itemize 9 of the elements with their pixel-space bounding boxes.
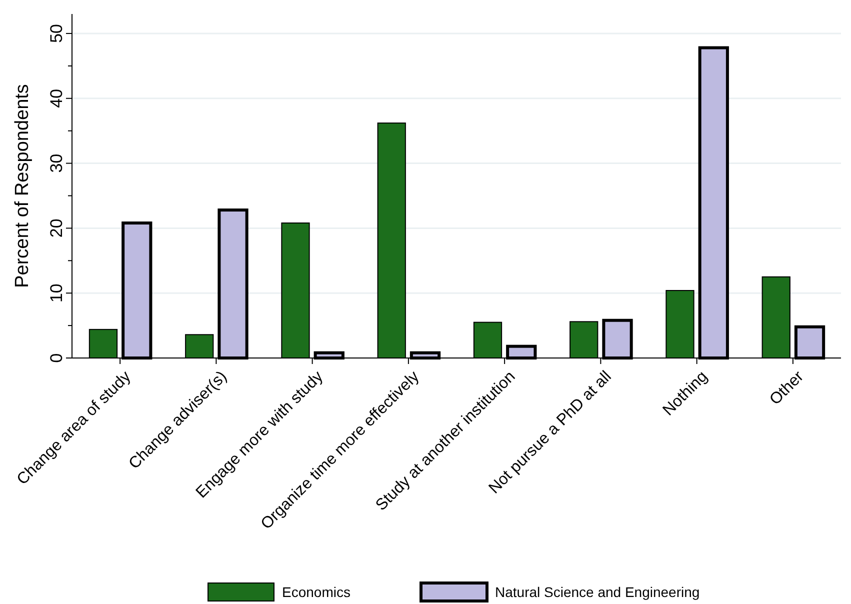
legend-label: Natural Science and Engineering bbox=[495, 584, 700, 600]
y-tick-label: 0 bbox=[47, 353, 66, 363]
y-tick-label: 30 bbox=[47, 154, 66, 173]
y-tick-label: 40 bbox=[47, 88, 66, 108]
y-axis-title: Percent of Respondents bbox=[12, 84, 33, 288]
y-tick-label: 10 bbox=[47, 284, 66, 303]
y-tick-label: 50 bbox=[47, 24, 66, 43]
legend-label: Economics bbox=[282, 584, 350, 600]
y-tick-label: 20 bbox=[47, 218, 66, 238]
